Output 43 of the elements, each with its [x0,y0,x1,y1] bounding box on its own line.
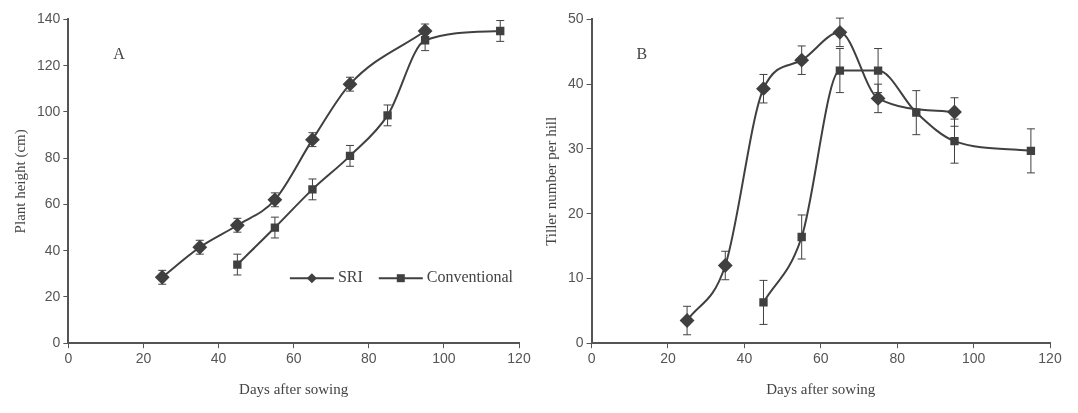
x-tick-label: 100 [432,350,456,367]
point [233,260,242,269]
x-tick-label: 0 [587,350,596,367]
x-tick-label: 80 [889,350,906,367]
y-axis-title: Tiller number per hill [542,116,559,246]
point [756,81,771,96]
y-tick-label: 30 [567,139,584,156]
x-tick-label: 40 [210,350,227,367]
y-tick-label: 10 [567,269,584,286]
x-tick-label: 40 [736,350,753,367]
x-tick-label: 120 [1038,350,1062,367]
y-tick-label: 100 [37,102,61,119]
y-tick-label: 20 [567,204,584,221]
point [718,258,733,273]
y-tick-label: 140 [37,10,61,27]
y-tick-label: 120 [37,56,61,73]
y-tick-label: 60 [44,195,61,212]
legend-label: Conventional [426,268,514,286]
x-tick-label: 60 [285,350,302,367]
annotation: A [113,44,126,62]
y-tick-label: 0 [52,334,61,351]
x-tick-label: 20 [135,350,152,367]
annotation: B [636,44,648,62]
point [950,136,959,146]
y-tick-label: 0 [575,334,584,351]
y-axis-title: Plant height (cm) [11,129,29,234]
y-tick-label: 40 [567,75,584,92]
point [383,111,392,120]
y-tick-label: 40 [44,241,61,258]
point [308,185,317,194]
y-tick-label: 50 [567,10,584,27]
x-tick-label: 60 [813,350,829,367]
y-tick-label: 80 [44,149,61,166]
x-axis-title: Days after sowing [766,380,876,397]
y-tick-label: 20 [44,287,61,304]
point [759,298,768,307]
x-tick-label: 100 [961,350,986,367]
x-tick-label: 80 [361,350,377,367]
legend-label: SRI [337,268,363,286]
x-tick-label: 120 [507,350,531,367]
x-tick-label: 20 [660,350,676,367]
x-axis-title: Days after sowing [239,380,349,397]
x-tick-label: 0 [64,350,73,367]
